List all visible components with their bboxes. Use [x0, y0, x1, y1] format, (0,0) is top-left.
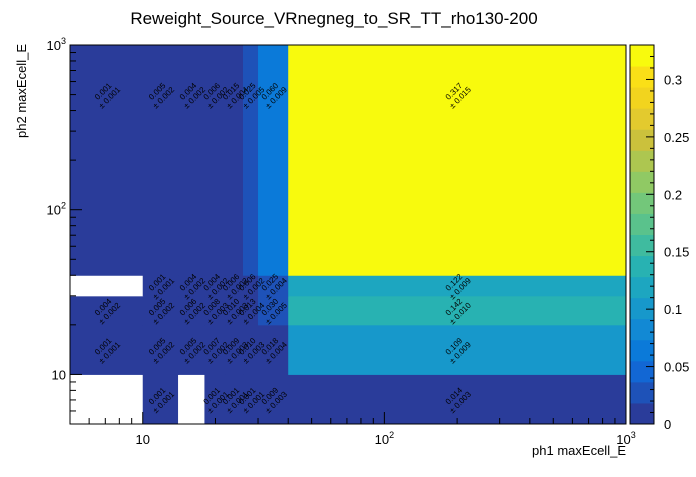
heatmap-cell	[204, 45, 226, 276]
y-tick-label: 102	[47, 201, 66, 218]
heatmap-cell	[258, 374, 289, 425]
heatmap-cells	[70, 45, 627, 425]
heatmap-cell	[288, 374, 627, 425]
colorbar-swatch	[630, 339, 654, 362]
heatmap-cell	[225, 374, 244, 425]
heatmap-cell	[258, 324, 289, 375]
heatmap-cell	[288, 275, 627, 297]
colorbar-tick-label: 0.2	[664, 187, 682, 202]
colorbar-swatch	[630, 129, 654, 151]
heatmap-cell	[70, 374, 144, 425]
heatmap-cell	[70, 295, 144, 326]
colorbar-tick-label: 0.3	[664, 72, 682, 87]
colorbar-swatch	[630, 45, 654, 67]
colorbar-swatch	[630, 297, 654, 320]
heatmap-cell	[225, 295, 244, 326]
colorbar-swatch	[630, 213, 654, 235]
heatmap-cell	[204, 324, 226, 375]
colorbar-swatch	[630, 402, 654, 425]
colorbar-frame	[629, 44, 655, 425]
heatmap-cell	[178, 374, 205, 425]
x-axis-label: ph1 maxEcell_E	[532, 443, 626, 458]
chart-title: Reweight_Source_VRnegneg_to_SR_TT_rho130…	[130, 9, 537, 28]
heatmap-cell	[178, 45, 205, 276]
heatmap-cell	[225, 275, 244, 297]
colorbar-tick-label: 0.25	[664, 130, 689, 145]
colorbar-swatch	[630, 66, 654, 88]
plot-frame	[69, 44, 627, 425]
heatmap-cell	[288, 295, 627, 326]
heatmap-cell	[243, 374, 259, 425]
colorbar-swatch	[630, 381, 654, 404]
heatmap-cell	[225, 45, 244, 276]
colorbar-tick-label: 0.05	[664, 360, 689, 375]
heatmap-cell	[225, 324, 244, 375]
heatmap-cell	[142, 295, 179, 326]
heatmap-cell	[178, 324, 205, 375]
heatmap-cell	[178, 295, 205, 326]
x-tick-label: 10	[136, 432, 150, 447]
heatmap-cell	[70, 275, 144, 297]
heatmap-cell	[243, 275, 259, 297]
heatmap-cell	[243, 295, 259, 326]
heatmap-cell	[258, 295, 289, 326]
heatmap-cell	[178, 275, 205, 297]
heatmap-cell	[258, 45, 289, 276]
heatmap-cell	[142, 275, 179, 297]
heatmap-cell	[243, 324, 259, 375]
colorbar-tick-label: 0.15	[664, 245, 689, 260]
colorbar-swatch	[630, 87, 654, 109]
y-tick-label: 10	[52, 367, 66, 382]
y-tick-label: 103	[47, 36, 66, 53]
heatmap-cell	[204, 275, 226, 297]
heatmap-cell	[142, 374, 179, 425]
heatmap-cell	[243, 45, 259, 276]
heatmap-cell	[70, 45, 144, 276]
x-tick-label: 103	[616, 430, 635, 447]
colorbar-swatch	[630, 255, 654, 278]
x-tick-label: 102	[375, 430, 394, 447]
heatmap-cell	[142, 45, 179, 276]
colorbar-swatch	[630, 108, 654, 130]
colorbar-tick-label: 0	[664, 417, 671, 432]
heatmap-cell	[204, 374, 226, 425]
colorbar-swatch	[630, 276, 654, 299]
axes: 10 102 103 10 102 103	[47, 36, 636, 447]
heatmap-cell	[288, 324, 627, 375]
heatmap-cell	[288, 45, 627, 276]
colorbar-tick-label: 0.1	[664, 302, 682, 317]
colorbar-swatch	[630, 171, 654, 193]
y-axis-label: ph2 maxEcell_E	[14, 44, 29, 138]
heatmap-cell	[142, 324, 179, 375]
colorbar-swatch	[630, 192, 654, 214]
colorbar-swatch	[630, 150, 654, 172]
heatmap-cell	[70, 324, 144, 375]
colorbar-swatch	[630, 318, 654, 341]
heatmap-cell	[258, 275, 289, 297]
heatmap-cell	[204, 295, 226, 326]
colorbar-swatch	[630, 360, 654, 383]
color-scale-bar: 0 0.05 0.1 0.15 0.2 0.25 0.3	[629, 44, 689, 432]
colorbar-swatch	[630, 234, 654, 257]
